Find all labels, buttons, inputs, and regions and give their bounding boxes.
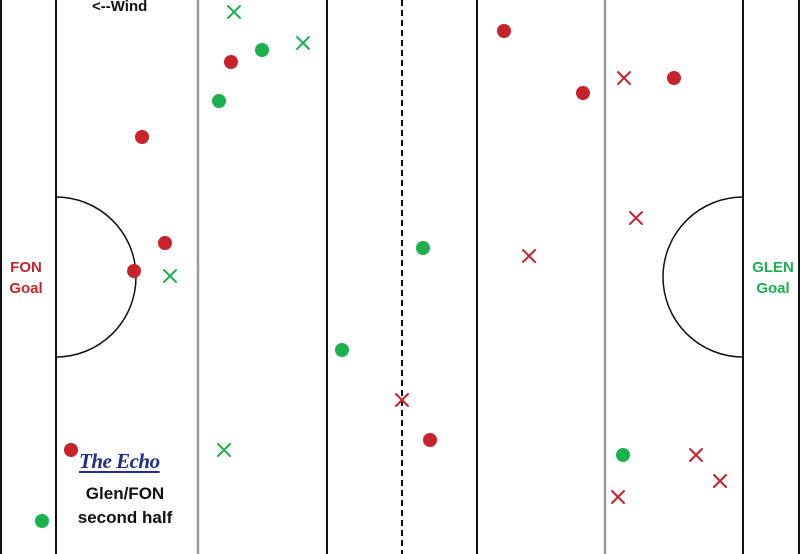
shot-markers — [35, 5, 727, 528]
fon-score-dot — [667, 71, 681, 85]
glen-score-dot — [35, 514, 49, 528]
fon-goal-label: FON Goal — [0, 257, 52, 299]
fon-wide-cross — [395, 393, 409, 407]
fon-wide-cross — [611, 490, 625, 504]
glen-goal-line1: GLEN — [752, 259, 794, 276]
glen-score-dot — [616, 448, 630, 462]
goal-arc-right — [662, 196, 744, 358]
glen-score-dot — [212, 94, 226, 108]
fon-wide-cross — [713, 474, 727, 488]
fon-score-dot — [158, 236, 172, 250]
fon-score-dot — [127, 264, 141, 278]
glen-goal-label: GLEN Goal — [746, 257, 800, 299]
caption-line2: second half — [77, 508, 173, 527]
glen-wide-cross — [217, 443, 231, 457]
caption-line1: Glen/FON — [85, 484, 165, 503]
glen-wide-cross — [163, 269, 177, 283]
fon-wide-cross — [522, 249, 536, 263]
fon-score-dot — [576, 86, 590, 100]
fon-wide-cross — [617, 71, 631, 85]
glen-score-dot — [335, 343, 349, 357]
fon-wide-cross — [629, 211, 643, 225]
fon-score-dot — [423, 433, 437, 447]
glen-goal-line2: Goal — [756, 280, 790, 297]
fon-score-dot — [64, 443, 78, 457]
glen-wide-cross — [227, 5, 241, 19]
the-echo-logo: The Echo — [79, 449, 160, 473]
fon-goal-line1: FON — [10, 259, 42, 276]
wind-direction-label: <--Wind — [92, 0, 148, 15]
glen-score-dot — [416, 241, 430, 255]
glen-score-dot — [255, 43, 269, 57]
fon-goal-line2: Goal — [9, 280, 43, 297]
fon-score-dot — [135, 130, 149, 144]
glen-wide-cross — [296, 36, 310, 50]
fon-score-dot — [497, 24, 511, 38]
fon-score-dot — [224, 55, 238, 69]
fon-wide-cross — [689, 448, 703, 462]
chart-caption: Glen/FON second half — [60, 482, 190, 530]
